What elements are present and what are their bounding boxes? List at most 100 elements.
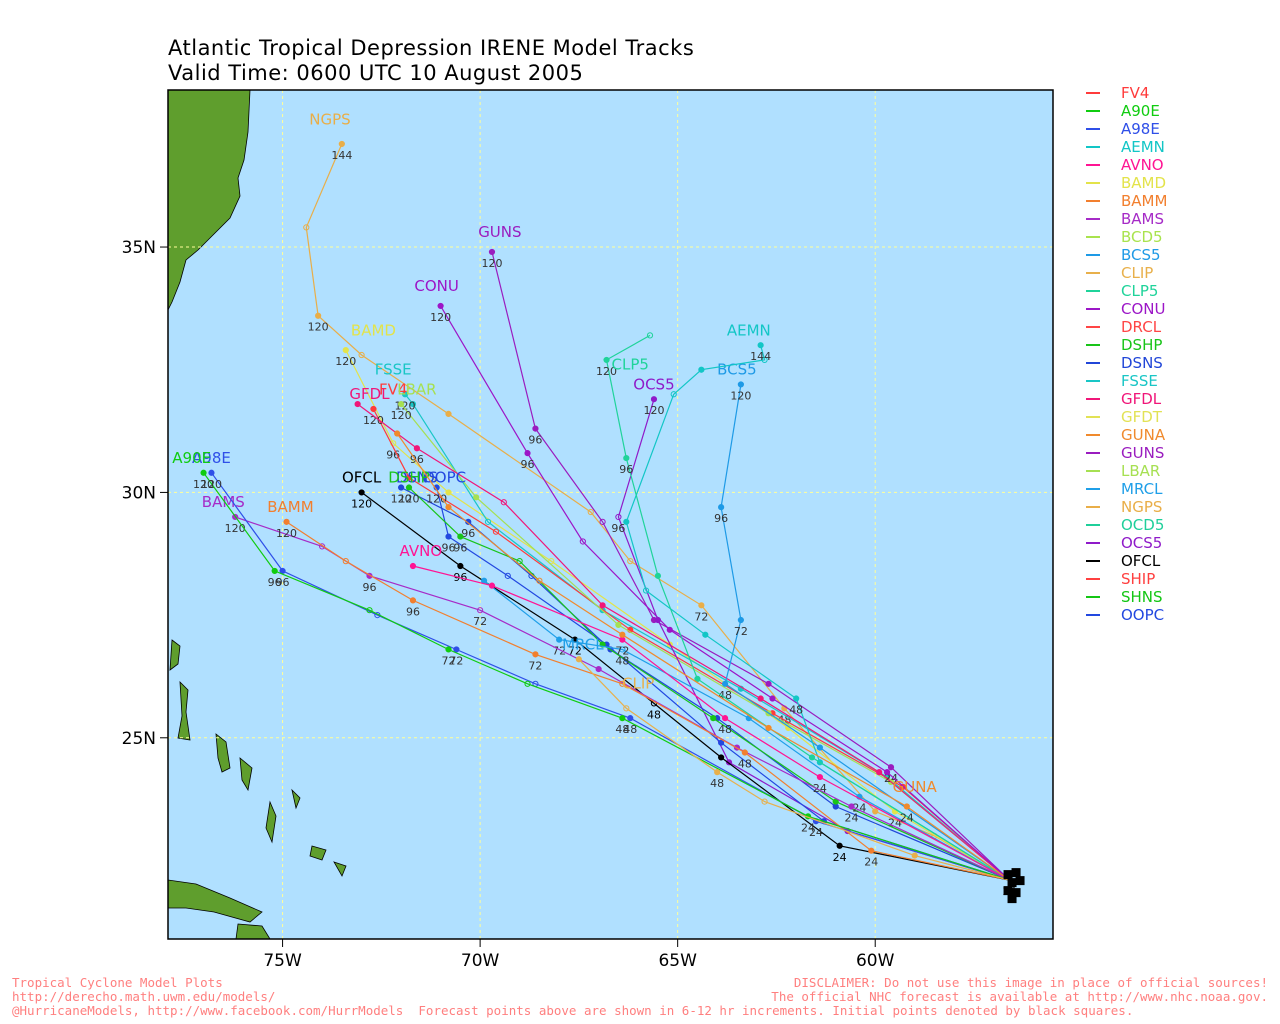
initial-square [1015,876,1025,886]
legend-swatch [1086,218,1100,220]
legend-swatch [1086,470,1100,472]
forecast-point [737,381,744,388]
legend-swatch [1086,398,1100,400]
forecast-point [409,400,417,408]
forecast-point [868,847,875,854]
track-line [286,521,1010,881]
initial-square [1003,886,1013,896]
map-frame [167,89,1054,940]
bahamas-island [239,757,253,792]
legend-item-bams: BAMS [1086,210,1276,228]
track-name-label: OOPC [423,469,466,487]
track-guns: 24 96 120 GUNS [478,223,1010,881]
forecast-point [599,602,606,609]
forecast-point [698,602,705,609]
forecast-point [342,558,349,565]
forecast-point [445,533,452,540]
legend-item-guna: GUNA [1086,426,1276,444]
footer-bottom-line: @HurricaneModels, http://www.facebook.co… [12,1004,1268,1018]
forecast-hour-label: 48 [738,758,752,771]
bahamas-island [333,861,347,877]
lat-tick-label: 35N [122,238,156,258]
forecast-hour-label: 144 [331,149,352,162]
forecast-hour-label: 48 [615,723,629,736]
forecast-point [718,504,725,511]
forecast-point [654,616,662,624]
legend-item-bamd: BAMD [1086,174,1276,192]
lon-tick-label: 75W [263,951,302,971]
legend-label: BAMD [1121,174,1167,192]
forecast-hour-label: 72 [615,645,629,658]
axis-ticks: 75W 70W 65W 60W 35N 30N 25N [122,238,895,971]
legend-swatch [1086,506,1100,508]
forecast-hour-label: 72 [734,625,748,638]
track-name-label: BAMM [267,498,313,516]
legend-label: CLIP [1121,264,1154,282]
forecast-hour-label: 120 [399,493,420,506]
track-name-label: NGPS [309,110,350,128]
forecast-point [615,513,622,521]
footer-nhc-line: The official NHC forecast is available a… [771,989,1268,1004]
forecast-point [887,764,895,771]
forecast-point [883,769,891,776]
forecast-point [409,562,417,570]
forecast-point [619,680,626,687]
forecast-hour-label: 120 [363,414,384,427]
track-name-label: BAMD [351,321,396,339]
legend-label: GFDL [1121,390,1162,408]
forecast-point [342,346,349,354]
forecast-point [457,533,464,540]
forecast-point [599,518,606,525]
forecast-hour-label: 24 [833,851,847,864]
forecast-point [911,852,918,859]
track-name-label: GFDL [349,385,390,403]
forecast-point [536,577,543,584]
forecast-point [816,744,823,751]
forecast-hour-label: 120 [335,355,356,368]
legend-item-ocs5: OCS5 [1086,534,1276,552]
legend-label: DSHP [1121,336,1163,354]
valid-time: Valid Time: 0600 UTC 10 August 2005 [168,61,584,85]
forecast-hour-label: 120 [391,493,412,506]
forecast-point [315,312,322,319]
footer-credit-line: Tropical Cyclone Model Plots [12,975,223,990]
forecast-point [595,665,602,673]
track-name-label: MRCL [562,635,604,653]
forecast-point [488,582,496,589]
forecast-point [718,754,725,761]
track-line [720,384,1010,881]
legend-item-conu: CONU [1086,300,1276,318]
forecast-point [579,538,586,545]
forecast-point [721,680,729,687]
track-name-label: AEMN [727,321,771,339]
legend-item-aemn: AEMN [1086,138,1276,156]
legend-item-shns: SHNS [1086,588,1276,606]
legend-item-clip: CLIP [1086,264,1276,282]
forecast-hour-label: 96 [406,605,420,618]
legend-item-bcs5: BCS5 [1086,246,1276,264]
legend-swatch [1086,524,1100,526]
forecast-hour-label: 96 [268,576,282,589]
legend-swatch [1086,416,1100,418]
forecast-point [208,469,215,476]
forecast-hour-label: 48 [710,777,724,790]
ocean-background [168,90,1053,939]
legend-swatch [1086,542,1100,544]
legend-swatch [1086,236,1100,238]
forecast-point [619,631,626,638]
forecast-point [714,769,721,776]
legend-swatch [1086,560,1100,562]
legend-item-fsse: FSSE [1086,372,1276,390]
bahamas-island [169,639,181,671]
legend-swatch [1086,380,1100,382]
legend-item-a98e: A98E [1086,120,1276,138]
legend-item-dsns: DSNS [1086,354,1276,372]
track-fv4: 120 FV4 [363,380,1010,881]
forecast-point [737,616,744,624]
forecast-point [413,445,421,452]
forecast-point [532,651,539,658]
forecast-hour-label: 96 [461,527,475,540]
